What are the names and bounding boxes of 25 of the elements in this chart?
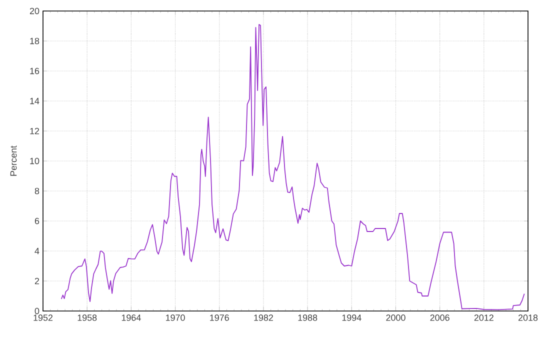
x-tick-label: 1994 <box>342 314 362 321</box>
x-tick-label: 1988 <box>298 314 318 321</box>
y-tick-label: 18 <box>30 38 40 44</box>
y-tick-label: 8 <box>34 188 40 194</box>
x-tick-label: 1982 <box>254 314 273 321</box>
y-tick-label: 6 <box>34 218 40 224</box>
y-tick-label: 10 <box>30 158 40 164</box>
y-tick-label: 0 <box>34 308 40 314</box>
x-tick-label: 2012 <box>474 314 494 321</box>
y-axis-title: Percent <box>10 146 17 176</box>
y-tick-label: 2 <box>34 278 40 284</box>
y-tick-label: 20 <box>30 8 40 14</box>
x-tick-label: 1976 <box>210 314 229 321</box>
x-tick-label: 2018 <box>518 314 538 321</box>
line-series <box>60 24 525 310</box>
y-tick-label: 16 <box>30 68 40 74</box>
x-tick-label: 1964 <box>122 314 141 321</box>
x-tick-label: 1958 <box>78 314 97 321</box>
y-tick-label: 4 <box>34 248 40 254</box>
x-tick-label: 2000 <box>386 314 406 321</box>
y-tick-label: 14 <box>30 98 40 104</box>
x-tick-label: 2006 <box>430 314 450 321</box>
y-tick-label: 12 <box>30 128 40 134</box>
x-tick-label: 1970 <box>166 314 185 321</box>
x-tick-label: 1952 <box>34 314 53 321</box>
